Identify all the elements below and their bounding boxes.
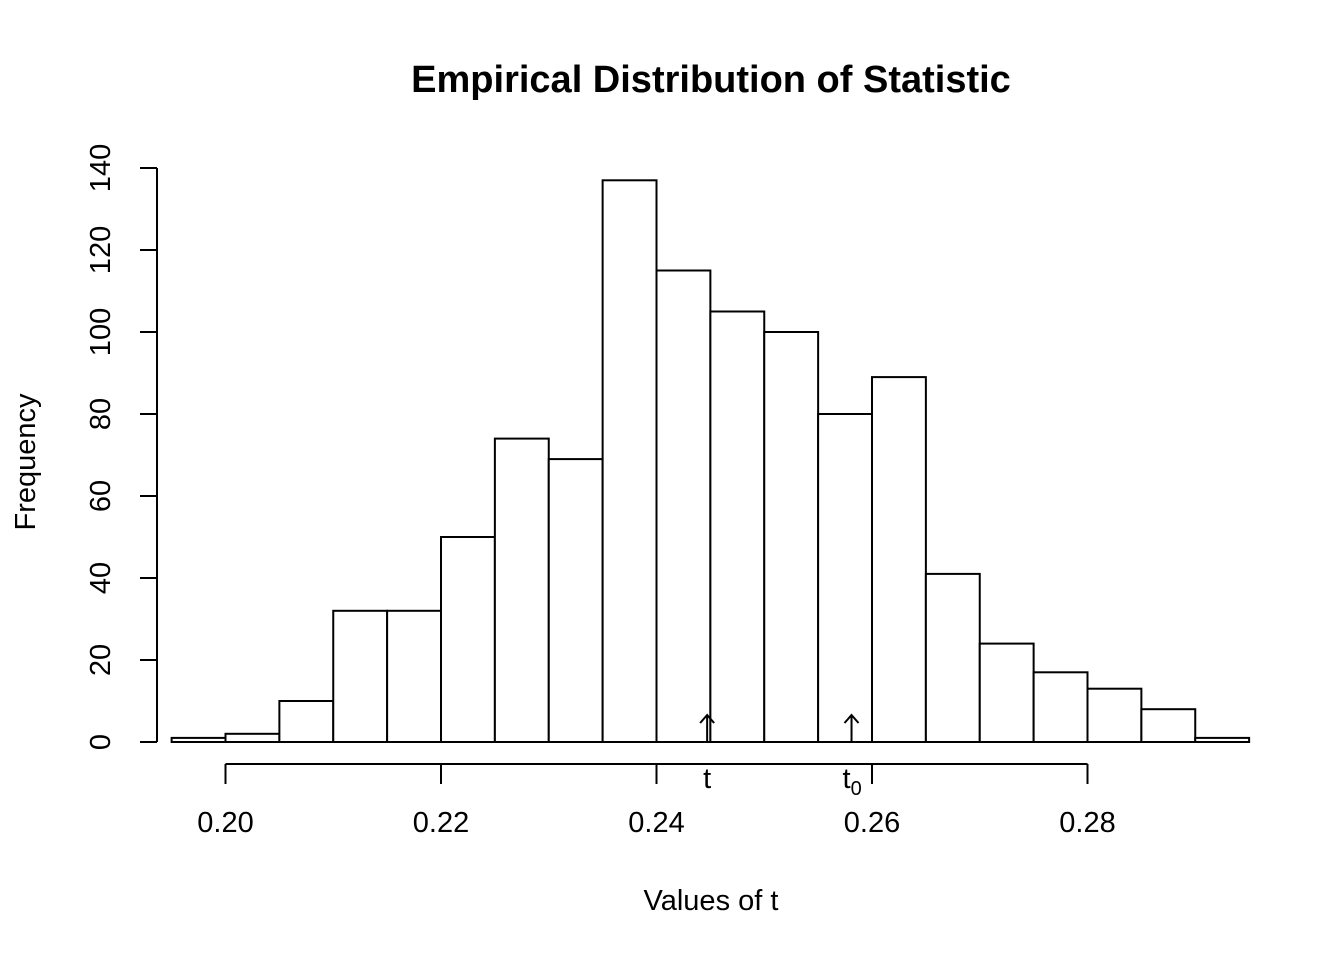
x-axis: 0.20 0.22 0.24 0.26 0.28 bbox=[197, 763, 1116, 839]
marker-arrow-head-1 bbox=[843, 713, 860, 724]
y-tick-label-3: 60 bbox=[85, 480, 117, 512]
histogram-bar-17 bbox=[1086, 687, 1143, 744]
x-tick-label-1: 0.22 bbox=[413, 807, 469, 839]
y-axis: 0 20 40 60 80 100 120 140 bbox=[85, 144, 158, 750]
histogram-bar-1 bbox=[224, 732, 281, 743]
histogram-bar-10 bbox=[709, 310, 766, 743]
y-tick-label-2: 40 bbox=[85, 562, 117, 594]
y-tick-label-7: 140 bbox=[85, 144, 117, 192]
marker-label-1: t0 bbox=[843, 763, 862, 800]
y-tick-label-6: 120 bbox=[85, 226, 117, 274]
histogram-bar-13 bbox=[871, 376, 927, 743]
marker-arrow-head-0 bbox=[699, 713, 715, 724]
histogram-bar-8 bbox=[601, 179, 658, 744]
histogram-bar-15 bbox=[978, 642, 1035, 743]
x-tick-label-4: 0.28 bbox=[1059, 807, 1115, 839]
y-tick-label-0: 0 bbox=[85, 734, 117, 750]
histogram-bar-9 bbox=[655, 269, 712, 743]
y-tick-label-4: 80 bbox=[85, 398, 117, 430]
histogram-bar-16 bbox=[1032, 671, 1089, 743]
histogram-bar-11 bbox=[763, 331, 820, 743]
histogram-bar-18 bbox=[1140, 708, 1197, 744]
y-tick-label-5: 100 bbox=[85, 308, 117, 356]
marker-label-0: t bbox=[703, 763, 711, 795]
histogram-bar-6 bbox=[493, 437, 550, 743]
chart-title: Empirical Distribution of Statistic bbox=[411, 59, 1011, 101]
y-axis-label: Frequency bbox=[10, 393, 42, 531]
histogram-bar-19 bbox=[1194, 736, 1251, 744]
x-tick-label-2: 0.24 bbox=[628, 807, 684, 839]
histogram-bars bbox=[170, 179, 1251, 744]
histogram-bar-14 bbox=[924, 572, 981, 744]
statistic-markers: t t0 bbox=[699, 713, 862, 800]
histogram-bar-0 bbox=[170, 736, 227, 744]
histogram-bar-5 bbox=[440, 536, 496, 743]
x-axis-label: Values of t bbox=[644, 885, 779, 917]
histogram-bar-3 bbox=[332, 609, 389, 743]
histogram-bar-2 bbox=[278, 700, 335, 743]
histogram-bar-7 bbox=[547, 458, 604, 743]
x-tick-label-0: 0.20 bbox=[197, 807, 253, 839]
y-tick-label-1: 20 bbox=[85, 644, 117, 676]
histogram-bar-4 bbox=[386, 609, 442, 743]
x-tick-label-3: 0.26 bbox=[844, 807, 900, 839]
histogram-bar-12 bbox=[817, 413, 873, 743]
